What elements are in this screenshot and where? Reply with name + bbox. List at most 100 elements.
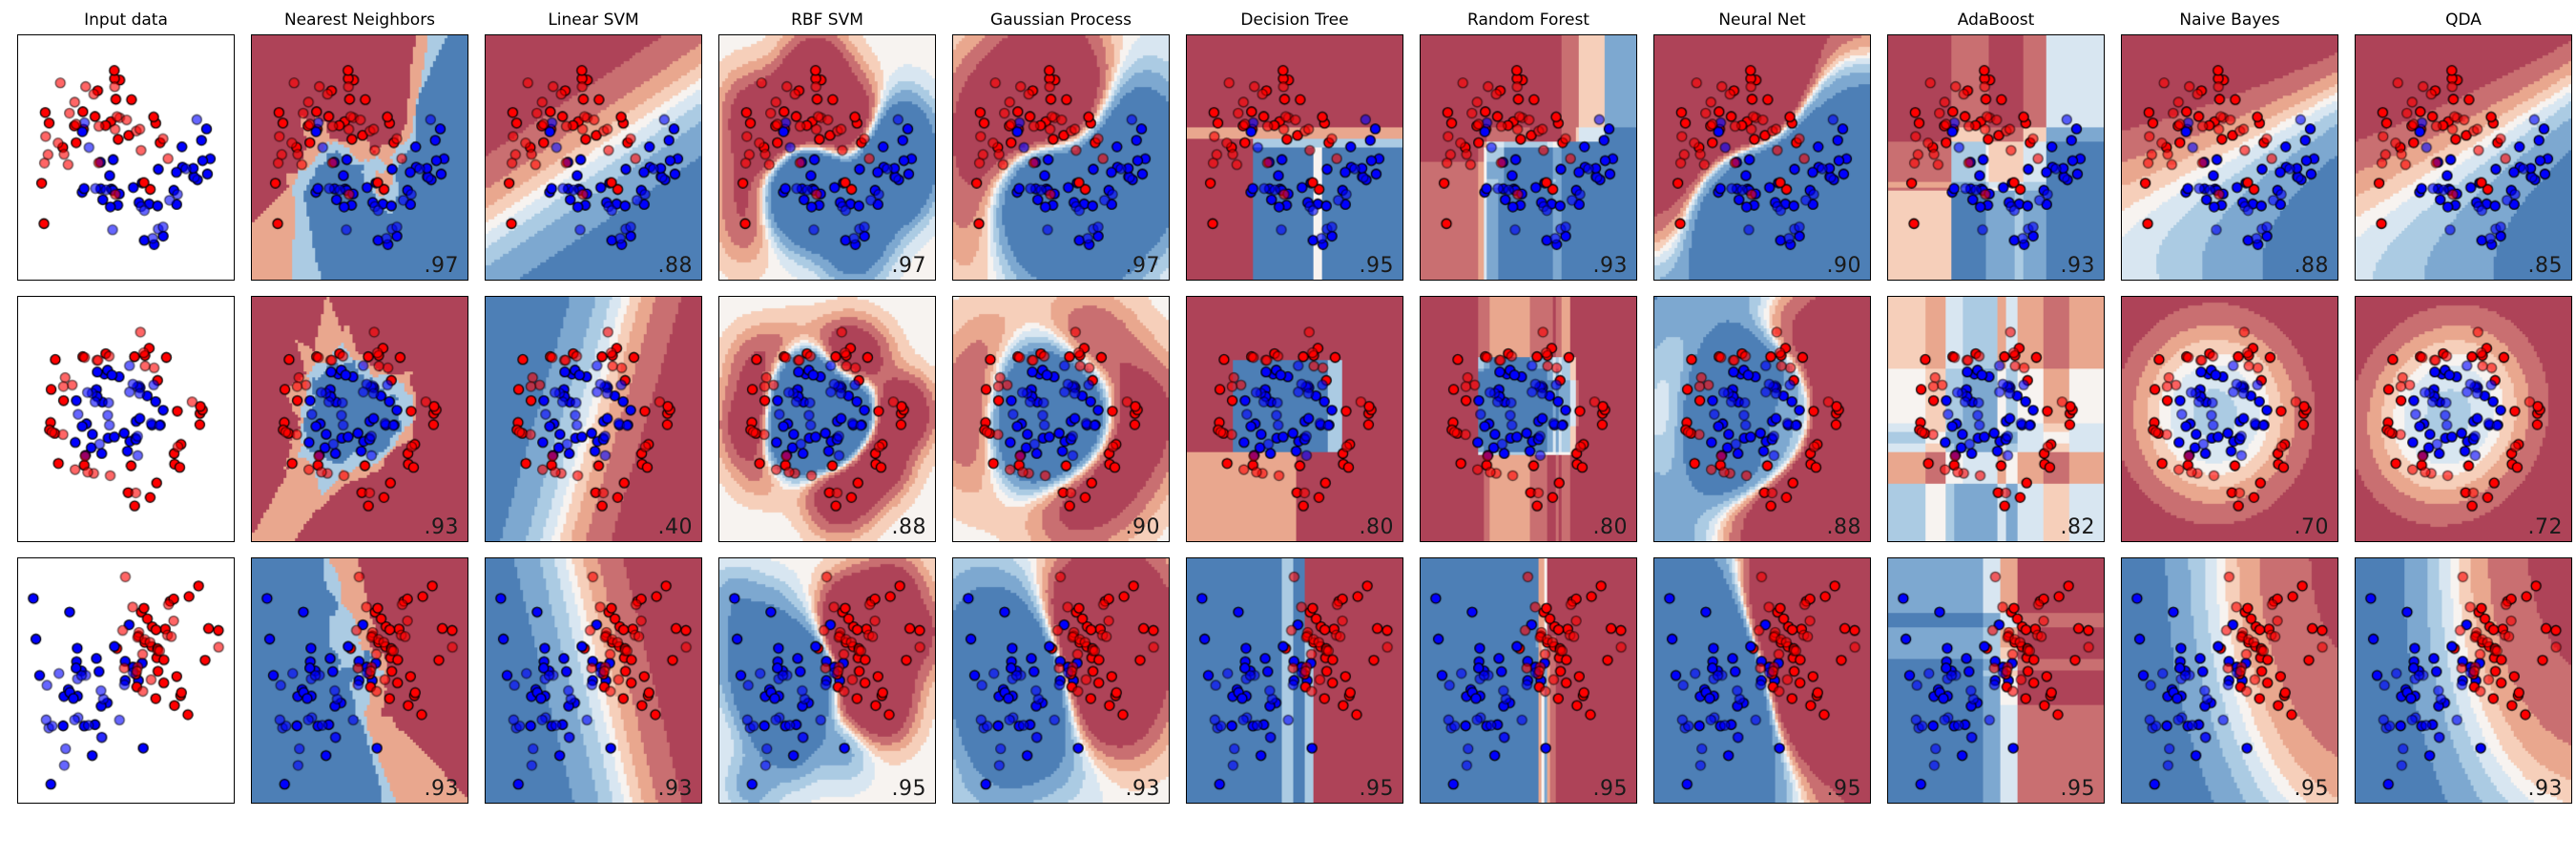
column-title-neural-net: Neural Net xyxy=(1718,10,1806,30)
panel-linear-rbfsvm: .95 xyxy=(718,557,936,804)
decision-surface-canvas xyxy=(2356,558,2571,803)
panel-linear-input xyxy=(17,557,235,804)
score-label: .90 xyxy=(1826,254,1861,278)
decision-surface-canvas xyxy=(2122,558,2337,803)
score-label: .40 xyxy=(657,515,693,539)
score-label: .70 xyxy=(2294,515,2329,539)
column-title-decision-tree: Decision Tree xyxy=(1240,10,1349,30)
panel-grid: .97 .88 .97 .97 .95 .93 .90 .93 .88 .85 .93 .40 .88.… xyxy=(17,34,2576,804)
score-label: .95 xyxy=(891,777,926,801)
scatter-canvas xyxy=(18,297,234,541)
decision-surface-canvas xyxy=(1187,35,1402,280)
decision-surface-canvas xyxy=(2122,35,2337,280)
panel-linear-ada: .95 xyxy=(1887,557,2105,804)
score-label: .97 xyxy=(891,254,926,278)
decision-surface-canvas xyxy=(719,558,935,803)
decision-surface-canvas xyxy=(953,35,1169,280)
score-label: .93 xyxy=(424,777,459,801)
score-label: .97 xyxy=(424,254,459,278)
panel-moons-linsvm: .88 xyxy=(485,34,702,281)
decision-surface-canvas xyxy=(2356,35,2571,280)
decision-surface-canvas xyxy=(1421,297,1636,541)
decision-surface-canvas xyxy=(1187,558,1402,803)
panel-circles-ada: .82 xyxy=(1887,296,2105,542)
score-label: .82 xyxy=(2060,515,2095,539)
panel-moons-input xyxy=(17,34,235,281)
score-label: .72 xyxy=(2527,515,2563,539)
decision-surface-canvas xyxy=(252,558,467,803)
panel-moons-knn: .97 xyxy=(251,34,468,281)
panel-linear-linsvm: .93 xyxy=(485,557,702,804)
panel-moons-forest: .93 xyxy=(1420,34,1637,281)
scatter-canvas xyxy=(18,35,234,280)
decision-surface-canvas xyxy=(1654,35,1870,280)
panel-circles-knn: .93 xyxy=(251,296,468,542)
score-label: .88 xyxy=(657,254,693,278)
score-label: .93 xyxy=(424,515,459,539)
decision-surface-canvas xyxy=(2356,297,2571,541)
score-label: .95 xyxy=(1359,254,1394,278)
score-label: .88 xyxy=(1826,515,1861,539)
decision-surface-canvas xyxy=(1421,35,1636,280)
panel-circles-mlp: .88 xyxy=(1653,296,1871,542)
panel-moons-ada: .93 xyxy=(1887,34,2105,281)
score-label: .88 xyxy=(891,515,926,539)
decision-surface-canvas xyxy=(1654,558,1870,803)
column-title-nearest-neighbors: Nearest Neighbors xyxy=(283,10,436,30)
score-label: .95 xyxy=(1359,777,1394,801)
score-label: .88 xyxy=(2294,254,2329,278)
panel-linear-knn: .93 xyxy=(251,557,468,804)
panel-linear-tree: .95 xyxy=(1186,557,1403,804)
column-title-qda: QDA xyxy=(2445,10,2482,30)
score-label: .93 xyxy=(2527,777,2563,801)
decision-surface-canvas xyxy=(1888,35,2104,280)
score-label: .93 xyxy=(1592,254,1628,278)
score-label: .97 xyxy=(1125,254,1160,278)
decision-surface-canvas xyxy=(252,35,467,280)
column-title-naive-bayes: Naive Bayes xyxy=(2179,10,2280,30)
panel-moons-nb: .88 xyxy=(2121,34,2338,281)
decision-surface-canvas xyxy=(486,558,701,803)
score-label: .95 xyxy=(1826,777,1861,801)
panel-moons-qda: .85 xyxy=(2355,34,2572,281)
score-label: .95 xyxy=(2294,777,2329,801)
decision-surface-canvas xyxy=(1187,297,1402,541)
decision-surface-canvas xyxy=(1654,297,1870,541)
decision-surface-canvas xyxy=(486,297,701,541)
panel-moons-gp: .97 xyxy=(952,34,1170,281)
score-label: .80 xyxy=(1592,515,1628,539)
decision-surface-canvas xyxy=(486,35,701,280)
panel-circles-tree: .80 xyxy=(1186,296,1403,542)
score-label: .90 xyxy=(1125,515,1160,539)
column-title-linear-svm: Linear SVM xyxy=(548,10,639,30)
decision-surface-canvas xyxy=(953,297,1169,541)
score-label: .80 xyxy=(1359,515,1394,539)
column-title-adaboost: AdaBoost xyxy=(1957,10,2035,30)
panel-circles-gp: .90 xyxy=(952,296,1170,542)
panel-circles-forest: .80 xyxy=(1420,296,1637,542)
score-label: .93 xyxy=(2060,254,2095,278)
decision-surface-canvas xyxy=(252,297,467,541)
panel-circles-linsvm: .40 xyxy=(485,296,702,542)
score-label: .93 xyxy=(1125,777,1160,801)
panel-moons-mlp: .90 xyxy=(1653,34,1871,281)
panel-circles-rbfsvm: .88 xyxy=(718,296,936,542)
score-label: .95 xyxy=(2060,777,2095,801)
column-title-rbf-svm: RBF SVM xyxy=(791,10,863,30)
panel-linear-forest: .95 xyxy=(1420,557,1637,804)
column-title-random-forest: Random Forest xyxy=(1467,10,1589,30)
panel-linear-qda: .93 xyxy=(2355,557,2572,804)
panel-moons-tree: .95 xyxy=(1186,34,1403,281)
panel-moons-rbfsvm: .97 xyxy=(718,34,936,281)
decision-surface-canvas xyxy=(1888,297,2104,541)
decision-surface-canvas xyxy=(719,297,935,541)
decision-surface-canvas xyxy=(1888,558,2104,803)
decision-surface-canvas xyxy=(1421,558,1636,803)
panel-linear-gp: .93 xyxy=(952,557,1170,804)
decision-surface-canvas xyxy=(719,35,935,280)
panel-circles-input xyxy=(17,296,235,542)
decision-surface-canvas xyxy=(953,558,1169,803)
column-title-gaussian-process: Gaussian Process xyxy=(990,10,1132,30)
score-label: .85 xyxy=(2527,254,2563,278)
column-titles-row: Input data Nearest Neighbors Linear SVM … xyxy=(17,6,2576,34)
